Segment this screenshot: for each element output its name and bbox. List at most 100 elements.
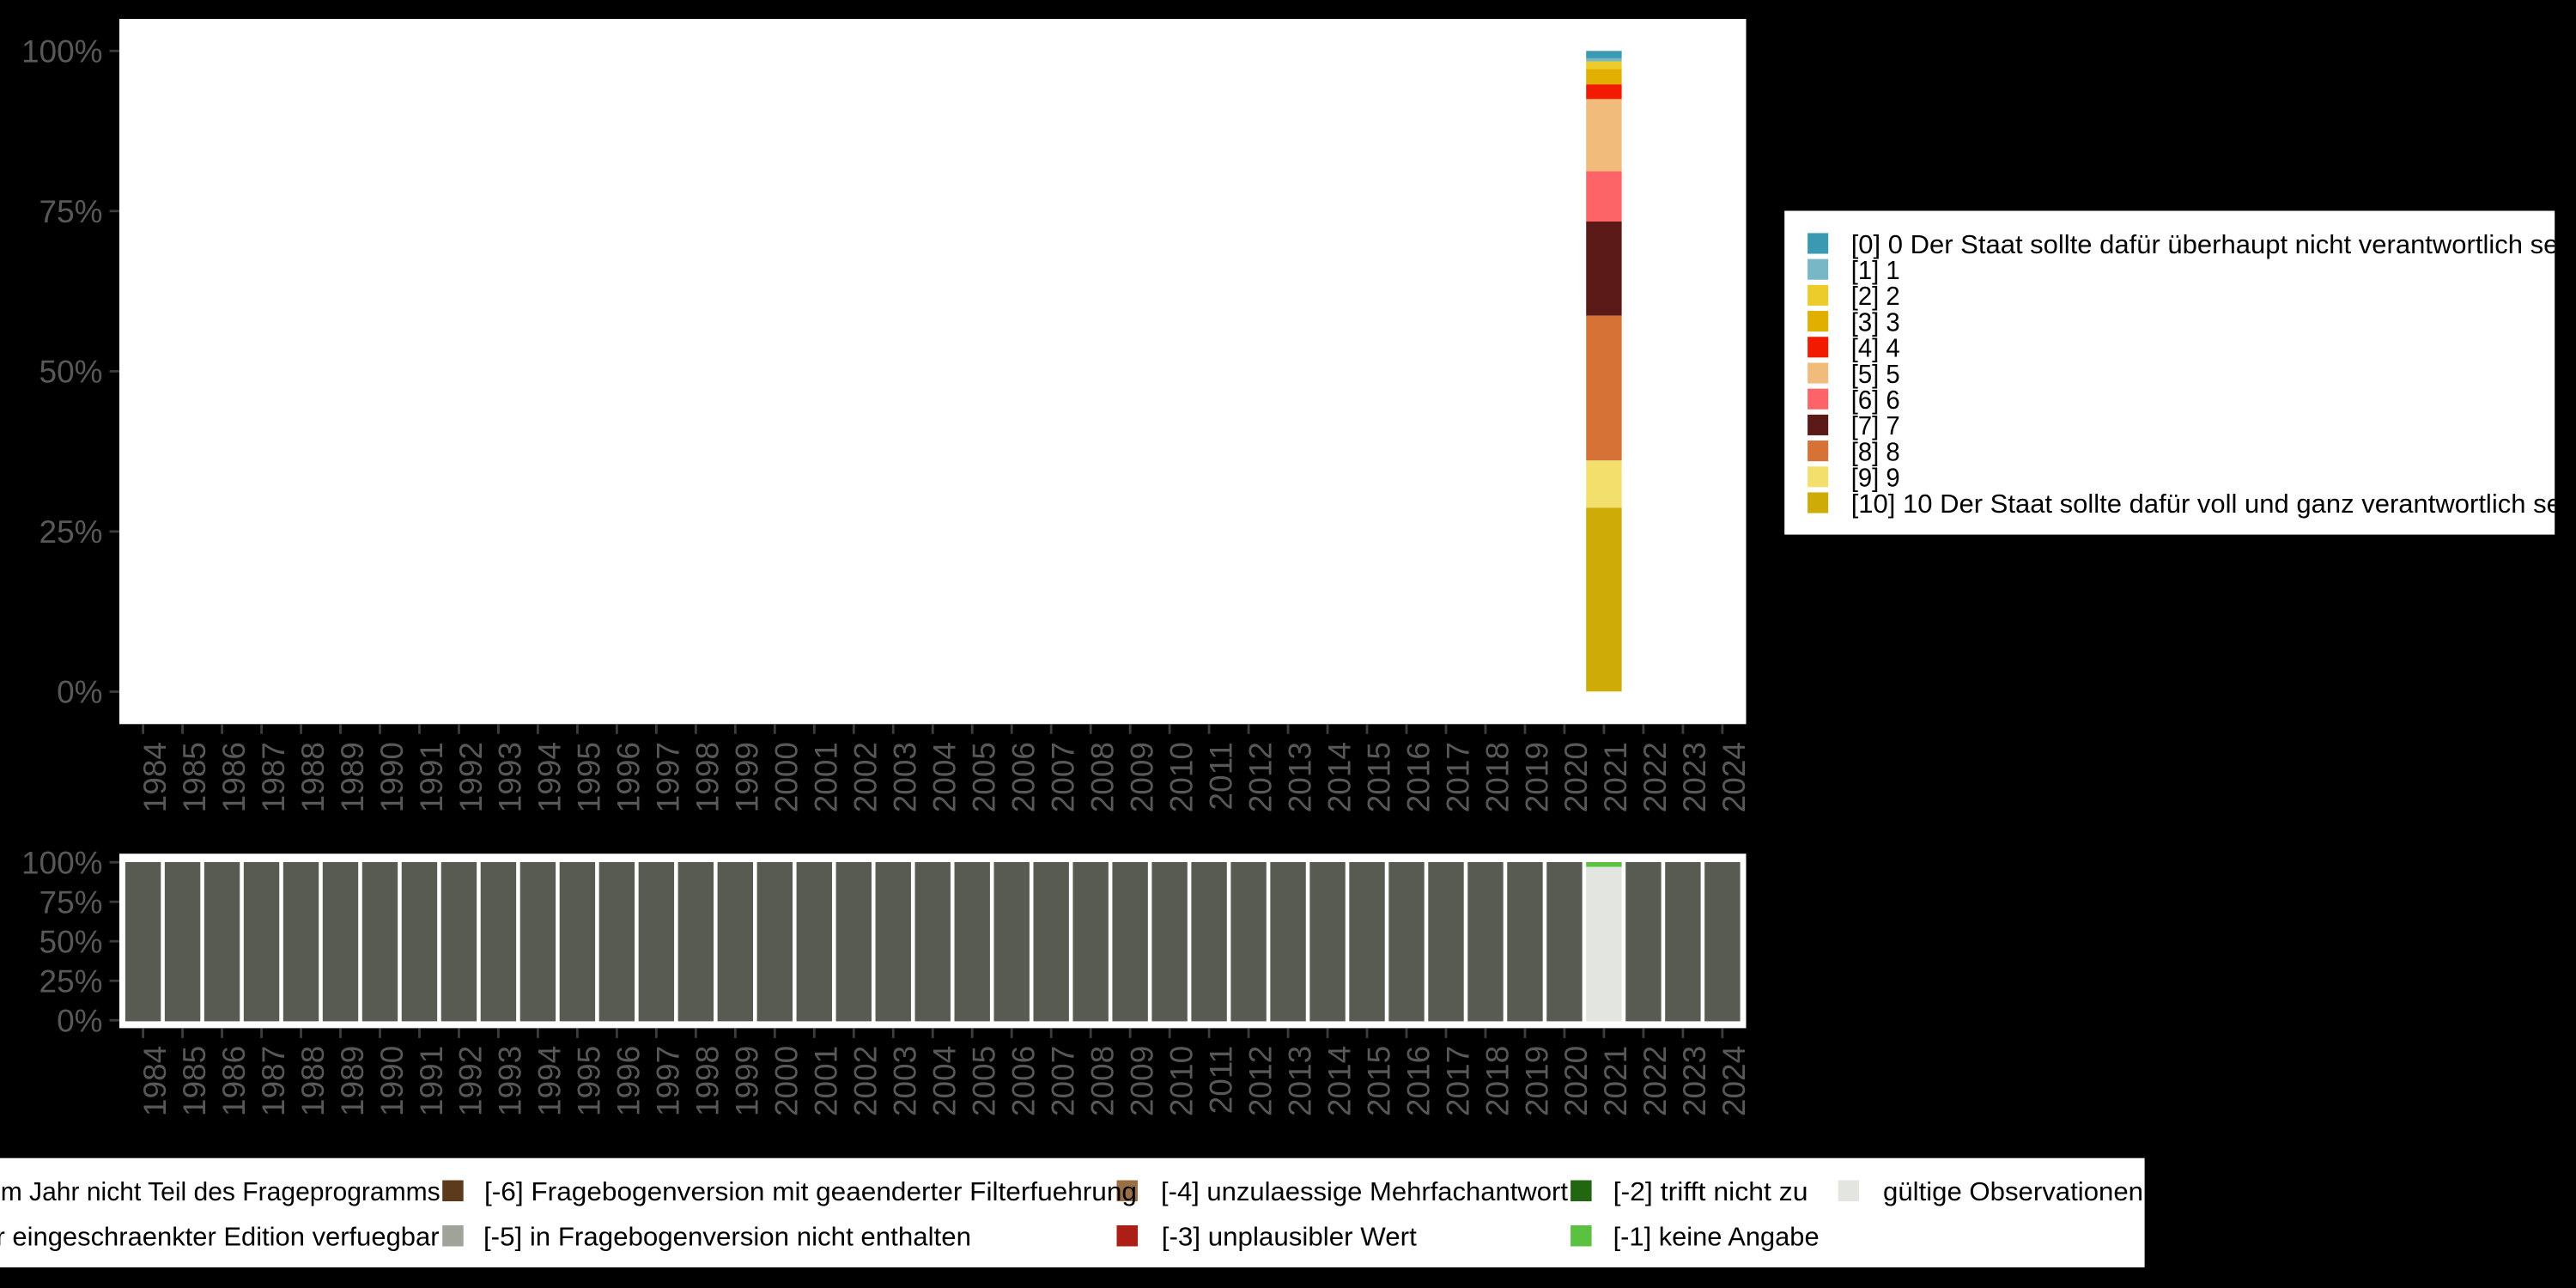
svg-text:1987: 1987 xyxy=(256,1046,291,1116)
svg-text:[1] 1: [1] 1 xyxy=(1851,255,1900,285)
svg-text:1985: 1985 xyxy=(177,742,212,812)
svg-text:2022: 2022 xyxy=(1637,1046,1673,1116)
svg-text:1996: 1996 xyxy=(611,742,647,812)
svg-text:2023: 2023 xyxy=(1677,742,1712,812)
svg-text:1993: 1993 xyxy=(493,1046,528,1116)
svg-text:75%: 75% xyxy=(39,884,103,920)
svg-text:2016: 2016 xyxy=(1400,1046,1436,1116)
svg-text:2001: 2001 xyxy=(809,742,844,812)
svg-text:2023: 2023 xyxy=(1677,1046,1712,1116)
svg-text:0%: 0% xyxy=(57,675,102,710)
svg-text:1985: 1985 xyxy=(177,1046,212,1116)
svg-text:1992: 1992 xyxy=(453,742,489,812)
svg-text:75%: 75% xyxy=(39,194,103,229)
svg-text:2005: 2005 xyxy=(967,742,1002,812)
svg-text:1994: 1994 xyxy=(532,742,568,812)
svg-text:50%: 50% xyxy=(39,355,103,390)
svg-text:2006: 2006 xyxy=(1005,1046,1041,1116)
svg-text:1995: 1995 xyxy=(572,1046,607,1116)
svg-text:2004: 2004 xyxy=(927,742,963,812)
svg-text:2013: 2013 xyxy=(1282,1046,1317,1116)
svg-text:2012: 2012 xyxy=(1242,1046,1278,1116)
svg-text:1992: 1992 xyxy=(453,1046,489,1116)
svg-text:2016: 2016 xyxy=(1400,742,1436,812)
svg-text:1996: 1996 xyxy=(611,1046,647,1116)
svg-text:2015: 2015 xyxy=(1361,1046,1396,1116)
svg-text:2009: 2009 xyxy=(1124,742,1159,812)
svg-text:2008: 2008 xyxy=(1084,1046,1120,1116)
svg-text:1989: 1989 xyxy=(335,742,370,812)
svg-text:2010: 2010 xyxy=(1163,742,1199,812)
svg-text:1998: 1998 xyxy=(690,1046,726,1116)
svg-text:1991: 1991 xyxy=(414,1046,449,1116)
svg-text:1995: 1995 xyxy=(572,742,607,812)
svg-text:1993: 1993 xyxy=(493,742,528,812)
svg-text:2019: 2019 xyxy=(1519,1046,1554,1116)
svg-text:1990: 1990 xyxy=(374,1046,410,1116)
svg-text:2019: 2019 xyxy=(1519,742,1554,812)
svg-text:1990: 1990 xyxy=(374,742,410,812)
svg-text:1987: 1987 xyxy=(256,742,291,812)
svg-text:1986: 1986 xyxy=(216,742,252,812)
svg-text:2024: 2024 xyxy=(1716,1046,1752,1116)
svg-text:2008: 2008 xyxy=(1084,742,1120,812)
svg-text:1991: 1991 xyxy=(414,742,449,812)
svg-text:[2] 2: [2] 2 xyxy=(1851,281,1900,311)
svg-text:100%: 100% xyxy=(21,845,103,880)
svg-text:2017: 2017 xyxy=(1440,1046,1475,1116)
svg-text:1988: 1988 xyxy=(295,1046,331,1116)
svg-text:25%: 25% xyxy=(39,963,103,999)
svg-text:2001: 2001 xyxy=(809,1046,844,1116)
svg-text:2007: 2007 xyxy=(1045,1046,1080,1116)
svg-text:2007: 2007 xyxy=(1045,742,1080,812)
svg-text:2002: 2002 xyxy=(848,1046,884,1116)
svg-text:2002: 2002 xyxy=(848,742,884,812)
svg-text:2017: 2017 xyxy=(1440,742,1475,812)
svg-text:2006: 2006 xyxy=(1005,742,1041,812)
svg-text:2009: 2009 xyxy=(1124,1046,1159,1116)
svg-text:1998: 1998 xyxy=(690,742,726,812)
svg-text:2018: 2018 xyxy=(1479,1046,1515,1116)
svg-text:1989: 1989 xyxy=(335,1046,370,1116)
svg-text:2020: 2020 xyxy=(1558,1046,1594,1116)
svg-text:0%: 0% xyxy=(57,1003,102,1038)
svg-text:2011: 2011 xyxy=(1203,1046,1238,1115)
svg-text:2004: 2004 xyxy=(927,1046,963,1116)
svg-text:1984: 1984 xyxy=(137,742,173,812)
svg-text:[7] 7: [7] 7 xyxy=(1851,410,1900,440)
svg-text:[-6] Fragebogenversion mit gea: [-6] Fragebogenversion mit geaenderter F… xyxy=(484,1176,1137,1206)
svg-text:1994: 1994 xyxy=(532,1046,568,1116)
svg-text:1984: 1984 xyxy=(137,1046,173,1116)
svg-text:2020: 2020 xyxy=(1558,742,1594,812)
svg-text:2024: 2024 xyxy=(1716,742,1752,812)
svg-text:[10] 10 Der Staat sollte dafür: [10] 10 Der Staat sollte dafür voll und … xyxy=(1851,489,2576,519)
svg-text:[9] 9: [9] 9 xyxy=(1851,463,1900,493)
svg-text:1997: 1997 xyxy=(651,1046,686,1116)
svg-text:2005: 2005 xyxy=(967,1046,1002,1116)
svg-text:[0] 0 Der Staat sollte dafür ü: [0] 0 Der Staat sollte dafür überhaupt n… xyxy=(1851,229,2576,259)
svg-text:2013: 2013 xyxy=(1282,742,1317,812)
svg-text:2010: 2010 xyxy=(1163,1046,1199,1116)
svg-text:2000: 2000 xyxy=(769,1046,805,1116)
svg-text:m Jahr nicht Teil des Fragepro: m Jahr nicht Teil des Frageprogramms xyxy=(1,1176,440,1206)
svg-text:2021: 2021 xyxy=(1598,1046,1633,1116)
svg-text:2022: 2022 xyxy=(1637,742,1673,812)
svg-text:1999: 1999 xyxy=(730,1046,765,1116)
svg-text:[5] 5: [5] 5 xyxy=(1851,359,1900,389)
svg-text:[-5] in Fragebogenversion nich: [-5] in Fragebogenversion nicht enthalte… xyxy=(483,1222,971,1252)
svg-text:[-1] keine Angabe: [-1] keine Angabe xyxy=(1613,1222,1820,1252)
svg-text:[-2] trifft nicht zu: [-2] trifft nicht zu xyxy=(1613,1176,1808,1206)
svg-text:2011: 2011 xyxy=(1203,742,1238,811)
svg-text:1988: 1988 xyxy=(295,742,331,812)
svg-text:100%: 100% xyxy=(21,34,103,70)
svg-text:2012: 2012 xyxy=(1242,742,1278,812)
svg-text:2014: 2014 xyxy=(1321,1046,1357,1116)
svg-text:2003: 2003 xyxy=(888,1046,923,1116)
svg-text:2018: 2018 xyxy=(1479,742,1515,812)
svg-text:1999: 1999 xyxy=(730,742,765,812)
svg-text:[-4] unzulaessige Mehrfachantw: [-4] unzulaessige Mehrfachantwort xyxy=(1161,1176,1568,1206)
svg-text:2000: 2000 xyxy=(769,742,805,812)
svg-text:2021: 2021 xyxy=(1598,742,1633,812)
svg-text:[8] 8: [8] 8 xyxy=(1851,436,1900,466)
svg-text:[-3] unplausibler Wert: [-3] unplausibler Wert xyxy=(1162,1222,1417,1252)
